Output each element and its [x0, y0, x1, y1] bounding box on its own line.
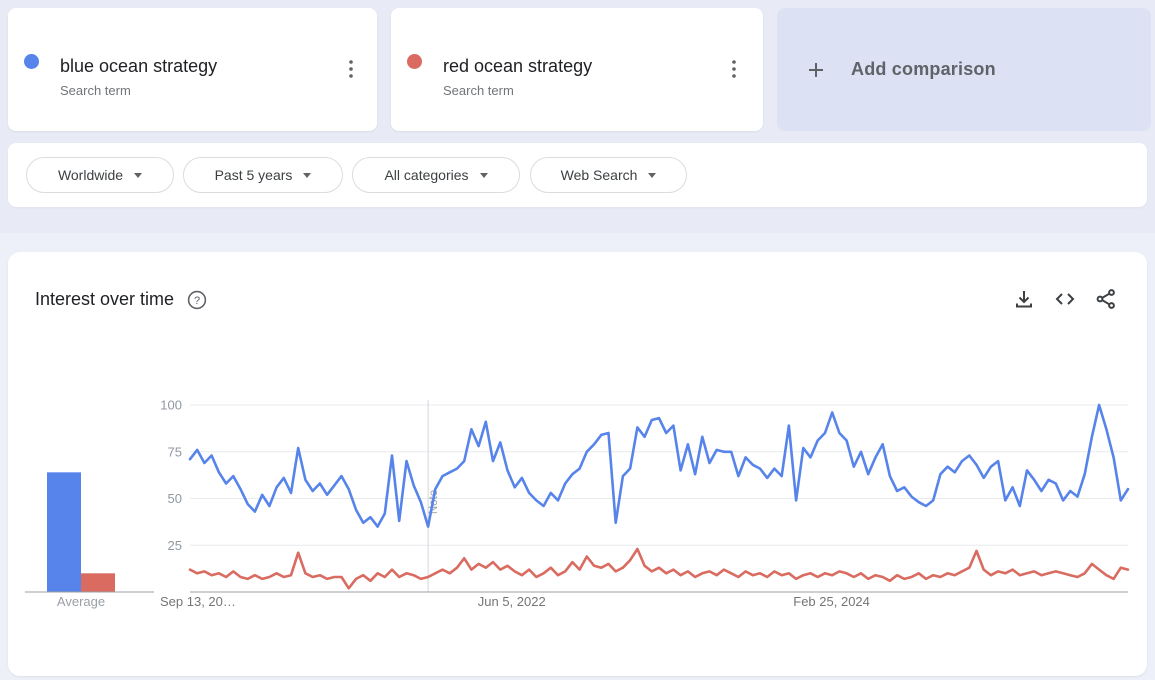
- filter-bar: Worldwide Past 5 years All categories We…: [8, 143, 1147, 207]
- x-axis-tick-label: Feb 25, 2024: [793, 594, 870, 609]
- y-axis-tick-label: 100: [160, 398, 182, 413]
- average-bar-red: [81, 573, 115, 592]
- filter-category-dropdown[interactable]: All categories: [352, 157, 520, 193]
- add-comparison-label: Add comparison: [851, 59, 996, 79]
- plus-icon: [809, 62, 823, 77]
- filter-searchtype-dropdown[interactable]: Web Search: [530, 157, 687, 193]
- filter-searchtype-label: Web Search: [560, 167, 638, 183]
- more-vertical-icon: [349, 60, 353, 78]
- share-icon: [1096, 289, 1115, 309]
- x-axis-tick-label: Jun 5, 2022: [478, 594, 546, 609]
- embed-code-icon: [1055, 293, 1075, 305]
- term-card-1[interactable]: blue ocean strategy Search term: [8, 8, 377, 131]
- help-button[interactable]: ?: [187, 290, 207, 310]
- embed-button[interactable]: [1053, 287, 1077, 311]
- filter-region-dropdown[interactable]: Worldwide: [26, 157, 174, 193]
- term-card-2[interactable]: red ocean strategy Search term: [391, 8, 763, 131]
- svg-text:?: ?: [194, 295, 200, 307]
- term-menu-button[interactable]: [722, 57, 746, 81]
- red-series-line: [188, 547, 1130, 590]
- chevron-down-icon: [134, 172, 143, 178]
- x-axis-tick-label: Sep 13, 20…: [160, 594, 236, 609]
- download-icon: [1016, 291, 1032, 308]
- chevron-down-icon: [648, 172, 657, 178]
- more-vertical-icon: [732, 60, 736, 78]
- help-icon: ?: [187, 290, 207, 309]
- blue-series-line: [188, 403, 1130, 528]
- y-axis-tick-label: 75: [168, 444, 182, 459]
- term-color-dot-blue: [24, 54, 39, 69]
- download-csv-button[interactable]: [1012, 287, 1036, 311]
- section-title: Interest over time: [35, 289, 175, 309]
- y-axis-tick-label: 25: [168, 538, 182, 553]
- term-menu-button[interactable]: [339, 57, 363, 81]
- filter-time-label: Past 5 years: [214, 167, 293, 183]
- term-label: blue ocean strategy: [60, 56, 218, 76]
- average-bar-blue: [47, 472, 81, 592]
- filter-region-label: Worldwide: [57, 167, 124, 183]
- interest-over-time-card: Interest over time ?: [8, 252, 1147, 676]
- add-comparison-button[interactable]: Add comparison: [777, 8, 1151, 131]
- average-axis-label: Average: [57, 594, 105, 609]
- term-sublabel: Search term: [443, 83, 514, 98]
- term-label: red ocean strategy: [443, 56, 593, 76]
- filter-time-dropdown[interactable]: Past 5 years: [183, 157, 343, 193]
- chevron-down-icon: [303, 172, 312, 178]
- filter-category-label: All categories: [384, 167, 469, 183]
- y-axis-tick-label: 50: [168, 491, 182, 506]
- chevron-down-icon: [479, 172, 488, 178]
- share-button[interactable]: [1094, 287, 1118, 311]
- term-color-dot-red: [407, 54, 422, 69]
- term-sublabel: Search term: [60, 83, 131, 98]
